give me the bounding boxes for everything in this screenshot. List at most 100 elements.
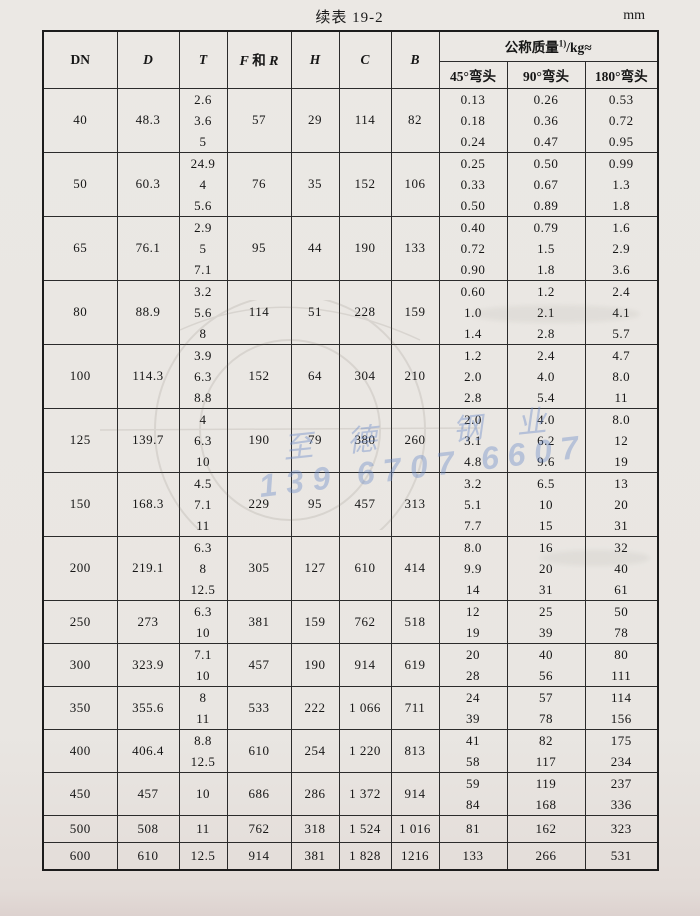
- cell-h: 64: [290, 343, 340, 409]
- cell-t-value: 11: [196, 821, 210, 836]
- col-header-d: D: [116, 30, 180, 89]
- page-header: 续表 19-2 mm: [42, 6, 657, 28]
- cell-c: 1 524: [338, 814, 392, 843]
- cell-mass-90-value: 0.36: [533, 112, 559, 128]
- cell-mass-90: 1.2 2.1 2.8: [506, 279, 586, 345]
- elbow-dimension-table: DN D T F 和 R H C B 公称质量1)/kg≈ 45°弯头 90°弯…: [42, 30, 660, 871]
- cell-mass-45-value: 1.0: [464, 304, 482, 320]
- cell-mass-90-value: 1.2: [537, 283, 555, 299]
- cell-f-and-r: 457: [226, 642, 292, 687]
- cell-c: 1 220: [338, 728, 392, 773]
- cell-t-value: 10: [196, 786, 210, 801]
- cell-d: 406.4: [116, 728, 180, 773]
- table-row: 300 323.9 7.1 10 457 190 914 619 20 28 40 56 80 111: [42, 642, 659, 687]
- cell-mass-45: 0.40 0.72 0.90: [438, 215, 508, 281]
- cell-mass-90-value: 4.0: [537, 411, 555, 427]
- cell-mass-180-value: 114: [610, 689, 632, 705]
- cell-mass-45-value: 0.25: [460, 155, 486, 171]
- cell-mass-90-value: 168: [535, 796, 557, 812]
- cell-mass-45: 2.0 3.1 4.8: [438, 407, 508, 473]
- cell-d: 48.3: [116, 87, 180, 153]
- cell-dn: 600: [42, 841, 118, 870]
- cell-mass-45-value: 2.0: [464, 411, 482, 427]
- cell-mass-45-value: 0.72: [460, 240, 486, 256]
- cell-c: 610: [338, 535, 392, 601]
- table-row: 500 508 11 762 318 1 524 1 016 81 162 323: [42, 814, 659, 843]
- cell-mass-90-value: 9.6: [537, 453, 555, 469]
- cell-dn: 300: [42, 642, 118, 687]
- cell-mass-90-value: 0.67: [533, 176, 559, 192]
- cell-mass-45: 0.60 1.0 1.4: [438, 279, 508, 345]
- cell-mass-180-value: 0.95: [608, 133, 634, 149]
- cell-mass-45-value: 28: [466, 667, 480, 683]
- cell-mass-90-value: 0.26: [533, 91, 559, 107]
- cell-h: 51: [290, 279, 340, 345]
- cell-mass-180-value: 8.0: [612, 368, 631, 384]
- cell-t-value: 8: [199, 689, 207, 705]
- cell-mass-180-value: 12: [614, 432, 629, 448]
- cell-mass-180-value: 61: [614, 581, 629, 597]
- table-row: 150 168.3 4.5 7.1 11 229 95 457 313 3.2 5.1 7.7 6.5 1…: [42, 471, 659, 537]
- cell-mass-180: 0.53 0.72 0.95: [584, 87, 659, 153]
- cell-mass-180-value: 0.53: [608, 91, 634, 107]
- cell-mass-45: 133: [438, 841, 508, 870]
- cell-mass-45-value: 3.2: [464, 475, 482, 491]
- cell-mass-180-value: 0.72: [608, 112, 634, 128]
- cell-t: 3.9 6.3 8.8: [178, 343, 228, 409]
- cell-mass-90-value: 117: [535, 753, 557, 769]
- cell-mass-45-value: 1.2: [464, 347, 482, 363]
- cell-h: 381: [290, 841, 340, 870]
- cell-t-value: 10: [196, 667, 210, 683]
- cell-mass-45-value: 9.9: [464, 560, 482, 576]
- cell-d: 219.1: [116, 535, 180, 601]
- cell-d: 168.3: [116, 471, 180, 537]
- cell-dn: 100: [42, 343, 118, 409]
- cell-b: 1 016: [390, 814, 440, 843]
- cell-mass-90-value: 266: [535, 848, 557, 863]
- cell-mass-90-value: 0.89: [533, 197, 559, 213]
- cell-f-and-r: 229: [226, 471, 292, 537]
- cell-dn: 65: [42, 215, 118, 281]
- col-header-90-elbow: 90°弯头: [506, 60, 586, 89]
- cell-b: 260: [390, 407, 440, 473]
- cell-b: 1216: [390, 841, 440, 870]
- cell-mass-90-value: 5.4: [537, 389, 555, 405]
- col-header-dn: DN: [42, 30, 118, 89]
- col-header-t: T: [178, 30, 228, 89]
- cell-t: 4.5 7.1 11: [178, 471, 228, 537]
- cell-mass-90: 57 78: [506, 685, 586, 730]
- cell-t: 4 6.3 10: [178, 407, 228, 473]
- cell-mass-180-value: 50: [614, 603, 629, 619]
- cell-c: 228: [338, 279, 392, 345]
- cell-dn: 40: [42, 87, 118, 153]
- cell-t: 8 11: [178, 685, 228, 730]
- cell-t-value: 7.1: [194, 496, 212, 512]
- cell-mass-45-value: 12: [466, 603, 480, 619]
- cell-mass-180-value: 234: [610, 753, 632, 769]
- cell-mass-180-value: 175: [610, 732, 632, 748]
- cell-t-value: 6.3: [194, 432, 212, 448]
- cell-c: 1 828: [338, 841, 392, 870]
- cell-h: 222: [290, 685, 340, 730]
- table-row: 125 139.7 4 6.3 10 190 79 380 260 2.0 3.1 4.8 4.0 6.2…: [42, 407, 659, 473]
- cell-mass-180-value: 40: [614, 560, 629, 576]
- cell-c: 380: [338, 407, 392, 473]
- cell-mass-180: 531: [584, 841, 659, 870]
- cell-t-value: 11: [196, 710, 210, 726]
- cell-mass-180-value: 5.7: [612, 325, 631, 341]
- cell-mass-90-value: 15: [539, 517, 553, 533]
- col-header-h: H: [290, 30, 340, 89]
- cell-mass-90: 119 168: [506, 771, 586, 816]
- cell-mass-45: 41 58: [438, 728, 508, 773]
- cell-mass-90-value: 57: [539, 689, 553, 705]
- cell-mass-90-value: 0.47: [533, 133, 559, 149]
- cell-t-value: 8.8: [194, 732, 212, 748]
- cell-mass-90-value: 0.50: [533, 155, 559, 171]
- cell-mass-45: 1.2 2.0 2.8: [438, 343, 508, 409]
- table-row: 40 48.3 2.6 3.6 5 57 29 114 82 0.13 0.18 0.24 0.26 0.…: [42, 87, 659, 153]
- cell-mass-45: 59 84: [438, 771, 508, 816]
- cell-mass-180: 50 78: [584, 599, 659, 644]
- cell-mass-90-value: 6.5: [537, 475, 555, 491]
- cell-mass-45-value: 0.40: [460, 219, 486, 235]
